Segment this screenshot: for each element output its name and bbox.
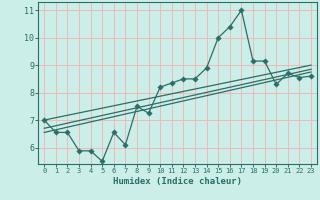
X-axis label: Humidex (Indice chaleur): Humidex (Indice chaleur) — [113, 177, 242, 186]
